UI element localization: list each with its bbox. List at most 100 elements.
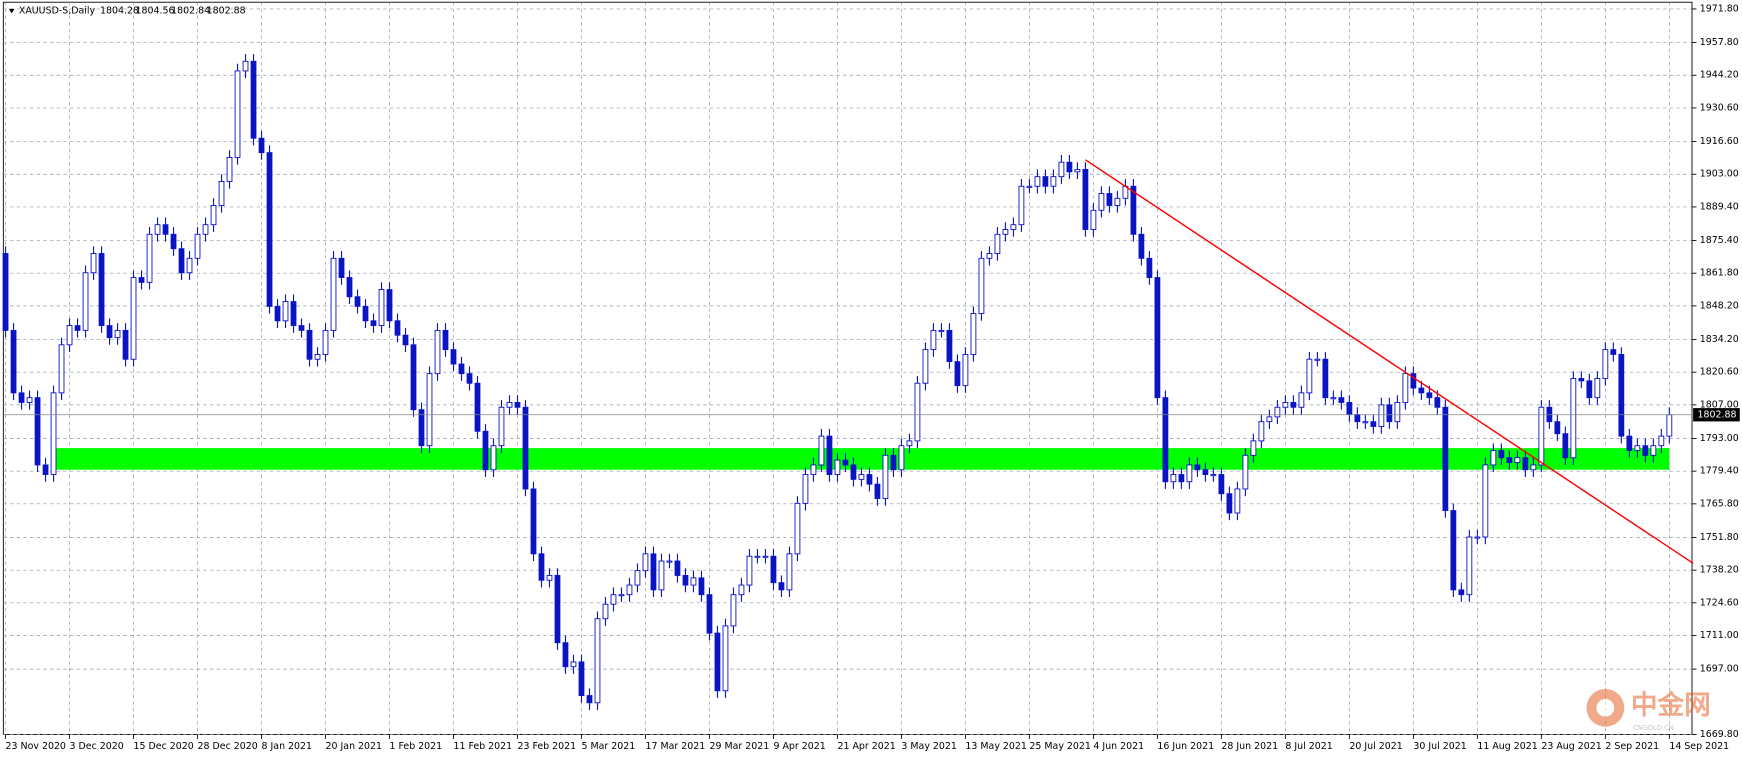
candle-body	[802, 474, 809, 504]
header-marker	[8, 8, 15, 14]
candle-body	[650, 553, 657, 591]
x-tick-label: 30 Jul 2021	[1413, 741, 1466, 752]
candle-body	[218, 180, 225, 206]
candle-body	[1498, 450, 1505, 459]
candle-body	[906, 440, 913, 447]
candle-body	[402, 334, 409, 346]
candle-body	[1226, 493, 1233, 514]
candle-body	[1474, 536, 1481, 539]
candle-body	[1346, 402, 1353, 415]
candle-body	[482, 430, 489, 471]
y-tick-label: 1916.60	[1700, 136, 1739, 147]
candle-body	[762, 555, 769, 558]
candle-body	[1330, 397, 1337, 400]
candle-body	[242, 60, 249, 72]
x-tick-label: 11 Feb 2021	[453, 741, 512, 752]
candle-body	[1082, 168, 1089, 230]
candle-body	[426, 373, 433, 447]
candle-body	[234, 70, 241, 158]
candle-body	[1610, 349, 1617, 355]
candle-body	[1586, 380, 1593, 399]
price-label-box	[1693, 408, 1740, 422]
x-tick-label: 29 Mar 2021	[709, 741, 769, 752]
candle-body	[602, 603, 609, 620]
candle-body	[1266, 416, 1273, 423]
candle-body	[714, 632, 721, 692]
candle-body	[1314, 358, 1321, 361]
y-tick-label: 1669.80	[1700, 729, 1739, 740]
candle-body	[826, 435, 833, 475]
candle-body	[250, 60, 257, 139]
price-label: 1802.88	[1698, 409, 1737, 420]
candle-body	[1274, 406, 1281, 418]
candle-body	[538, 553, 545, 581]
candle-body	[1298, 392, 1305, 408]
candle-body	[562, 642, 569, 668]
candle-body	[1202, 469, 1209, 475]
candle-body	[1242, 454, 1249, 490]
candle-body	[34, 397, 41, 466]
x-tick-label: 11 Aug 2021	[1477, 741, 1537, 752]
candle-body	[898, 445, 905, 471]
candle-body	[922, 349, 929, 384]
x-tick-label: 28 Jun 2021	[1221, 741, 1278, 752]
candle-body	[1258, 421, 1265, 442]
candle-body	[522, 406, 529, 490]
candle-body	[994, 233, 1001, 254]
candle-body	[586, 695, 593, 704]
x-tick-label: 13 May 2021	[965, 741, 1026, 752]
candle-body	[354, 296, 361, 307]
candle-body	[1074, 168, 1081, 173]
candle-body	[418, 409, 425, 447]
candle-body	[1530, 464, 1537, 471]
candle-body	[1458, 589, 1465, 596]
candle-body	[634, 570, 641, 586]
trendline	[1085, 159, 1694, 565]
y-tick-label: 1971.80	[1700, 3, 1739, 14]
candle-body	[1554, 421, 1561, 435]
candle-body	[186, 257, 193, 274]
candle-body	[1338, 397, 1345, 403]
candle-body	[154, 224, 161, 235]
candle-body	[466, 373, 473, 384]
candle-body	[1450, 510, 1457, 591]
candle-body	[570, 661, 577, 668]
candle-body	[210, 205, 217, 226]
candle-body	[10, 329, 17, 394]
support-zone	[53, 448, 1670, 470]
candle-body	[346, 277, 353, 298]
candle-body	[290, 301, 297, 327]
y-tick-label: 1848.20	[1700, 300, 1739, 311]
candle-body	[858, 474, 865, 480]
candle-body	[658, 560, 665, 591]
y-tick-label: 1875.40	[1700, 235, 1739, 246]
candle-body	[1378, 404, 1385, 427]
y-tick-label: 1930.60	[1700, 102, 1739, 113]
candle-body	[386, 289, 393, 322]
candle-body	[378, 289, 385, 327]
candle-body	[1210, 474, 1217, 477]
x-tick-label: 20 Jul 2021	[1349, 741, 1402, 752]
candle-body	[738, 584, 745, 596]
candle-body	[1626, 435, 1633, 451]
candle-body	[146, 233, 153, 283]
candle-body	[778, 582, 785, 591]
watermark-logo-inner	[1596, 698, 1615, 717]
candle-body	[274, 305, 281, 322]
candle-body	[298, 325, 305, 331]
candle-body	[514, 402, 521, 408]
candle-body	[610, 594, 617, 605]
candle-body	[1666, 414, 1673, 437]
y-tick-label: 1807.00	[1700, 399, 1739, 410]
candle-body	[1234, 488, 1241, 514]
candle-body	[42, 464, 49, 475]
candle-body	[1010, 224, 1017, 230]
candle-body	[1002, 229, 1009, 235]
candle-body	[962, 353, 969, 387]
candle-body	[698, 577, 705, 596]
y-tick-label: 1724.60	[1700, 597, 1739, 608]
candle-body	[114, 329, 121, 339]
candle-body	[1490, 450, 1497, 466]
candle-body	[1418, 387, 1425, 394]
